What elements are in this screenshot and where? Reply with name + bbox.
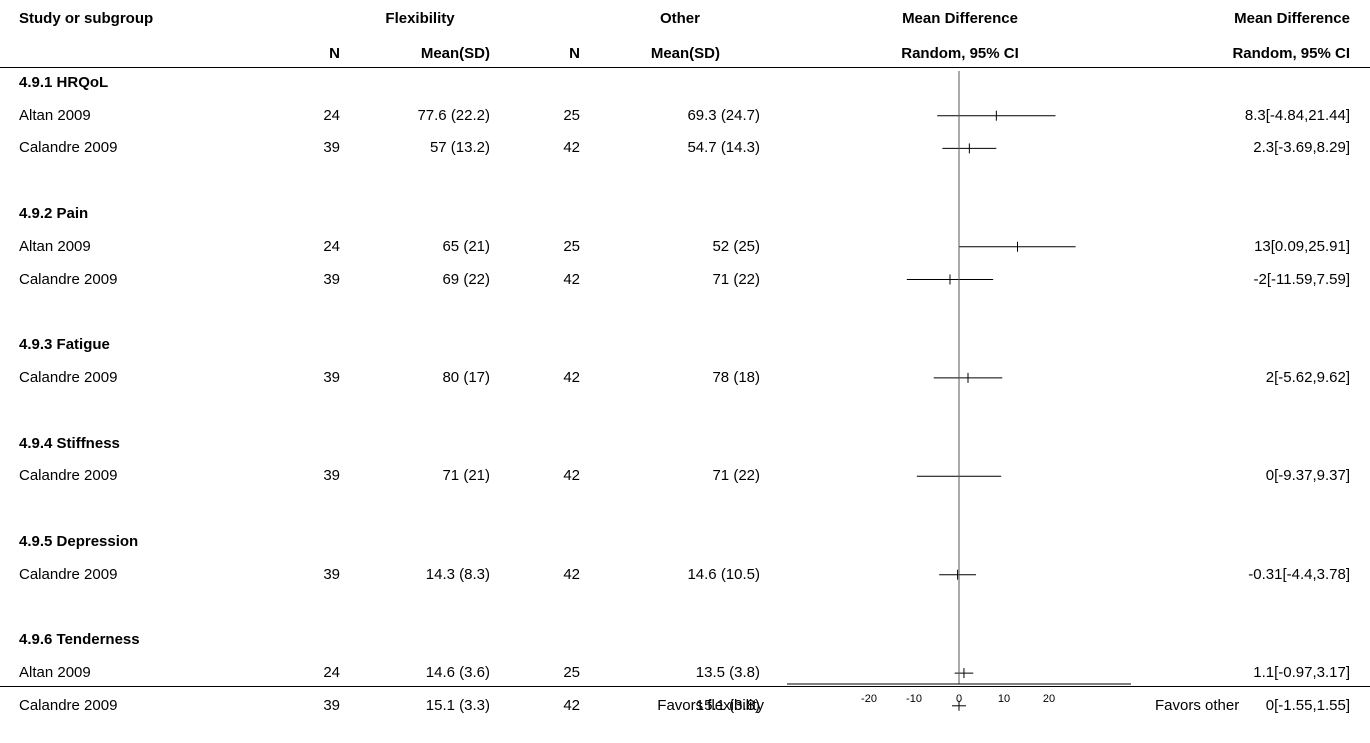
x-tick-label: 0 [956, 693, 962, 705]
ci-text: 13[0.09,25.91] [1254, 237, 1350, 255]
subgroup-label: 4.9.5 Depression [19, 533, 139, 550]
msd1-header: Mean(SD) [420, 45, 490, 62]
msd2-value: 52 (25) [712, 237, 760, 255]
x-tick-label: -10 [906, 693, 922, 705]
method-header-right: Random, 95% CI [1232, 45, 1350, 62]
n2-value: 25 [563, 106, 580, 124]
subgroup-label: 4.9.2 Pain [19, 205, 89, 223]
study-name: Altan 2009 [19, 237, 91, 255]
study-name: Calandre 2009 [19, 467, 118, 485]
md-header: Mean Difference [902, 10, 1018, 27]
header-divider [0, 67, 1370, 68]
msd2-value: 15.1 (3.8) [695, 696, 760, 714]
n2-value: 42 [563, 565, 580, 583]
subgroup-label: 4.9.1 HRQoL [19, 74, 109, 91]
ci-text: 0[-9.37,9.37] [1265, 467, 1350, 485]
ci-text: -0.31[-4.4,3.78] [1248, 565, 1350, 583]
x-tick-label: 20 [1043, 693, 1055, 705]
msd1-value: 80 (17) [442, 368, 490, 386]
n2-value: 25 [563, 237, 580, 255]
msd1-value: 14.3 (8.3) [425, 565, 490, 583]
md-header-right: Mean Difference [1234, 10, 1350, 27]
n1-value: 39 [323, 139, 340, 157]
study-name: Calandre 2009 [19, 368, 118, 386]
n1-value: 39 [323, 565, 340, 583]
study-name: Altan 2009 [19, 106, 91, 124]
msd2-value: 78 (18) [712, 368, 760, 386]
study-name: Altan 2009 [19, 664, 91, 682]
study-name: Calandre 2009 [19, 270, 118, 288]
n1-value: 39 [323, 368, 340, 386]
group2-header: Other [659, 10, 700, 27]
n1-value: 24 [323, 237, 340, 255]
x-tick-label: 10 [998, 693, 1010, 705]
group1-header: Flexibility [385, 10, 455, 27]
ci-text: 1.1[-0.97,3.17] [1253, 664, 1350, 682]
msd2-value: 14.6 (10.5) [687, 565, 760, 583]
study-name: Calandre 2009 [19, 139, 118, 157]
ci-text: -2[-11.59,7.59] [1253, 270, 1350, 288]
subgroup-label: 4.9.6 Tenderness [19, 631, 140, 649]
msd2-value: 71 (22) [712, 467, 760, 485]
study-name: Calandre 2009 [19, 696, 118, 714]
subgroup-label: 4.9.3 Fatigue [19, 336, 110, 354]
msd2-value: 71 (22) [712, 270, 760, 288]
n2-value: 25 [563, 664, 580, 682]
n2-value: 42 [563, 139, 580, 157]
msd1-value: 57 (13.2) [429, 139, 490, 157]
bottom-divider [0, 686, 1370, 687]
msd1-value: 14.6 (3.6) [425, 664, 490, 682]
favors-right-label: Favors other [1155, 697, 1240, 714]
n1-value: 39 [323, 696, 340, 714]
msd2-value: 69.3 (24.7) [687, 106, 760, 124]
msd1-value: 71 (21) [442, 467, 490, 485]
msd1-value: 77.6 (22.2) [417, 106, 490, 124]
ci-text: 2.3[-3.69,8.29] [1253, 139, 1350, 157]
ci-text: 2[-5.62,9.62] [1265, 368, 1350, 386]
n1-value: 24 [323, 106, 340, 124]
n2-header: N [569, 45, 580, 62]
n2-value: 42 [563, 270, 580, 288]
method-header: Random, 95% CI [901, 45, 1019, 62]
n2-value: 42 [563, 696, 580, 714]
n2-value: 42 [563, 467, 580, 485]
study-column-header: Study or subgroup [19, 10, 154, 27]
n1-value: 39 [323, 467, 340, 485]
ci-text: 0[-1.55,1.55] [1265, 696, 1350, 714]
study-name: Calandre 2009 [19, 565, 118, 583]
n1-header: N [329, 45, 340, 62]
msd1-value: 65 (21) [442, 237, 490, 255]
n1-value: 39 [323, 270, 340, 288]
ci-text: 8.3[-4.84,21.44] [1244, 106, 1350, 124]
msd2-value: 13.5 (3.8) [695, 664, 760, 682]
favors-left-label: Favors flexibility [657, 697, 764, 714]
n2-value: 42 [563, 368, 580, 386]
subgroup-label: 4.9.4 Stiffness [19, 434, 120, 452]
msd2-header: Mean(SD) [650, 45, 720, 62]
n1-value: 24 [323, 664, 340, 682]
x-tick-label: -20 [861, 693, 877, 705]
msd2-value: 54.7 (14.3) [687, 139, 760, 157]
msd1-value: 69 (22) [442, 270, 490, 288]
msd1-value: 15.1 (3.3) [425, 696, 490, 714]
